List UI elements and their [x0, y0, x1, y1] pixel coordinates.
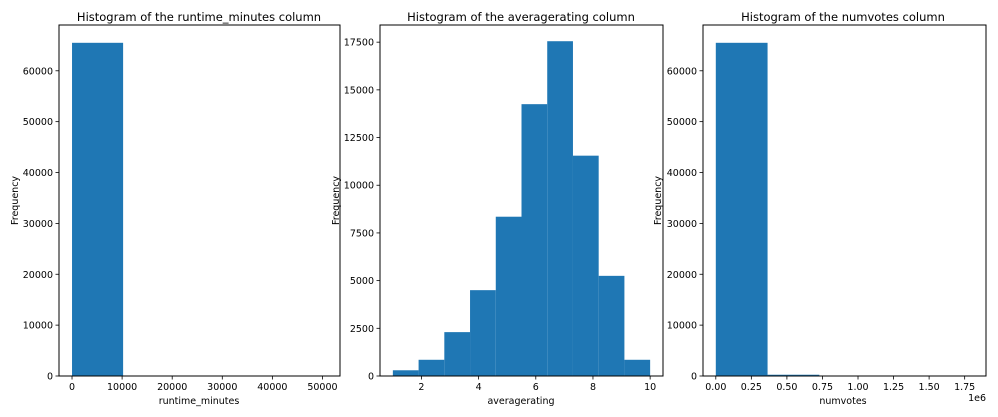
bars-group — [715, 42, 975, 376]
histogram-bar — [598, 275, 625, 376]
x-tick-label: 2 — [418, 382, 424, 393]
y-ticks-group: 0 10000 20000 30000 40000 50000 60000 — [667, 66, 703, 383]
y-tick-label: 20000 — [667, 270, 697, 281]
histogram-bar — [547, 41, 573, 377]
histogram-panel-runtime-minutes: Histogram of the runtime_minutes column … — [10, 10, 341, 407]
x-tick-label: 30000 — [207, 382, 237, 393]
x-ticks-group: 0.00 0.25 0.50 0.75 1.00 1.25 1.50 1.75 — [705, 376, 975, 393]
y-tick-label: 0 — [368, 372, 374, 383]
histogram-bar — [418, 359, 445, 376]
y-tick-label: 17500 — [344, 38, 374, 49]
y-tick-label: 0 — [47, 372, 53, 383]
x-axis-label: runtime_minutes — [159, 396, 240, 407]
y-tick-label: 10000 — [344, 181, 374, 192]
y-tick-label: 40000 — [23, 168, 53, 179]
y-ticks-group: 0 10000 20000 30000 40000 50000 60000 — [23, 66, 59, 383]
x-tick-label: 1.00 — [847, 382, 868, 393]
x-tick-label: 1.75 — [954, 382, 975, 393]
histogram-panel-averagerating: Histogram of the averagerating column 2 4… — [331, 10, 664, 407]
y-tick-label: 0 — [691, 372, 697, 383]
x-tick-label: 8 — [590, 382, 596, 393]
y-tick-label: 50000 — [23, 117, 53, 128]
y-tick-label: 60000 — [23, 66, 53, 77]
y-tick-label: 7500 — [350, 228, 374, 239]
y-tick-label: 40000 — [667, 168, 697, 179]
histogram-bar — [572, 155, 599, 376]
histogram-bar — [495, 216, 522, 376]
y-tick-label: 20000 — [23, 270, 53, 281]
plot-frame — [379, 24, 664, 377]
x-tick-label: 0.25 — [741, 382, 762, 393]
x-ticks-group: 2 4 6 8 10 — [418, 376, 656, 393]
x-tick-label: 40000 — [257, 382, 287, 393]
y-tick-label: 10000 — [23, 321, 53, 332]
histogram-bar — [392, 370, 419, 376]
chart-title: Histogram of the numvotes column — [741, 10, 945, 24]
y-tick-label: 12500 — [344, 133, 374, 144]
x-tick-label: 4 — [476, 382, 482, 393]
histogram-bar — [767, 374, 820, 376]
histogram-panel-numvotes: Histogram of the numvotes column 0.00 0.2… — [653, 10, 987, 407]
x-ticks-group: 0 10000 20000 30000 40000 50000 — [69, 376, 338, 393]
x-tick-label: 20000 — [157, 382, 187, 393]
x-tick-label: 0.50 — [776, 382, 797, 393]
x-tick-label: 10 — [644, 382, 656, 393]
y-axis-label: Frequency — [653, 176, 664, 225]
y-tick-label: 2500 — [350, 324, 374, 335]
x-tick-label: 6 — [533, 382, 539, 393]
y-axis-label: Frequency — [10, 176, 21, 225]
histogram-bar — [470, 290, 496, 376]
y-tick-label: 10000 — [667, 321, 697, 332]
x-tick-label: 0 — [69, 382, 75, 393]
bars-group — [72, 42, 328, 376]
x-tick-label: 1.50 — [919, 382, 940, 393]
x-tick-label: 0.00 — [705, 382, 726, 393]
histogram-bar — [444, 332, 471, 376]
x-tick-label: 10000 — [107, 382, 137, 393]
plot-frame — [58, 24, 341, 377]
x-offset-label: 1e6 — [968, 393, 986, 404]
histogram-bar — [624, 359, 651, 376]
histogram-bar — [72, 42, 124, 376]
plot-frame — [702, 24, 987, 377]
x-axis-label: numvotes — [819, 396, 866, 407]
y-tick-label: 30000 — [23, 219, 53, 230]
x-tick-label: 50000 — [307, 382, 337, 393]
x-axis-label: averagerating — [487, 396, 554, 407]
chart-title: Histogram of the averagerating column — [407, 10, 635, 24]
y-tick-label: 30000 — [667, 219, 697, 230]
y-axis-label: Frequency — [331, 176, 342, 225]
x-tick-label: 0.75 — [812, 382, 833, 393]
y-tick-label: 60000 — [667, 66, 697, 77]
histogram-bar — [715, 42, 768, 376]
y-tick-label: 15000 — [344, 85, 374, 96]
histogram-bar — [521, 104, 548, 376]
x-tick-label: 1.25 — [883, 382, 904, 393]
y-tick-label: 5000 — [350, 276, 374, 287]
y-tick-label: 50000 — [667, 117, 697, 128]
chart-title: Histogram of the runtime_minutes column — [77, 10, 321, 24]
y-ticks-group: 0 2500 5000 7500 10000 12500 15000 17500 — [344, 38, 380, 383]
bars-group — [392, 41, 651, 377]
